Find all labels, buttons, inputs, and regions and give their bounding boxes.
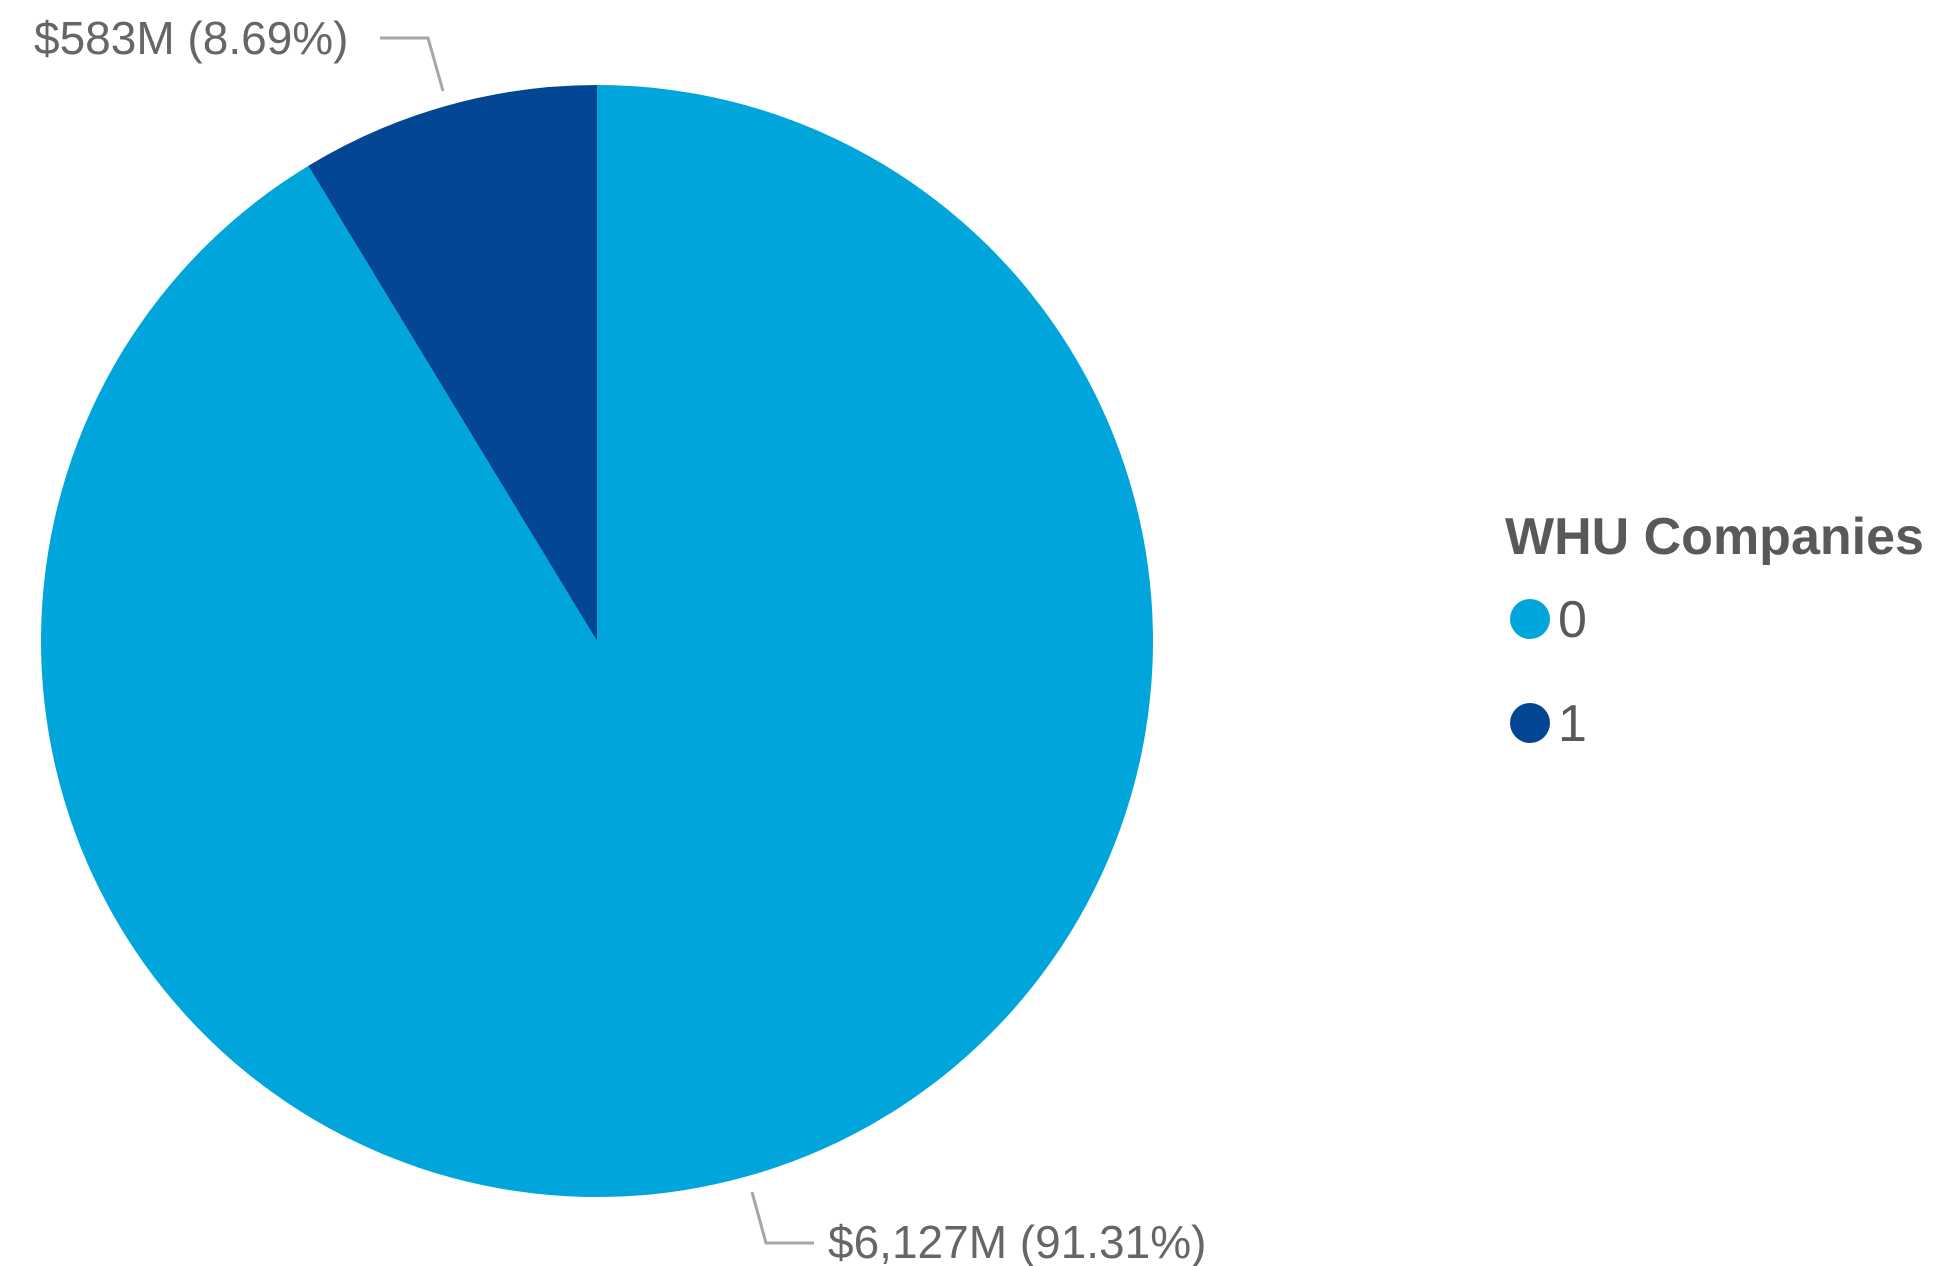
legend-title: WHU Companies xyxy=(1505,508,1924,566)
pie-slice-1 xyxy=(308,85,597,641)
legend-marker-1 xyxy=(1510,703,1550,743)
legend-label-1: 1 xyxy=(1558,695,1587,753)
leader-line-slice-0 xyxy=(750,1191,814,1245)
pie-slices xyxy=(40,85,1154,1197)
legend-marker-0 xyxy=(1510,599,1550,639)
leader-line-slice-1 xyxy=(380,36,445,92)
data-label-slice-1: $583M (8.69%) xyxy=(34,12,349,64)
data-label-slice-0: $6,127M (91.31%) xyxy=(828,1216,1206,1266)
legend-label-0: 0 xyxy=(1558,591,1587,649)
legend: WHU Companies 0 1 xyxy=(1505,508,1924,753)
